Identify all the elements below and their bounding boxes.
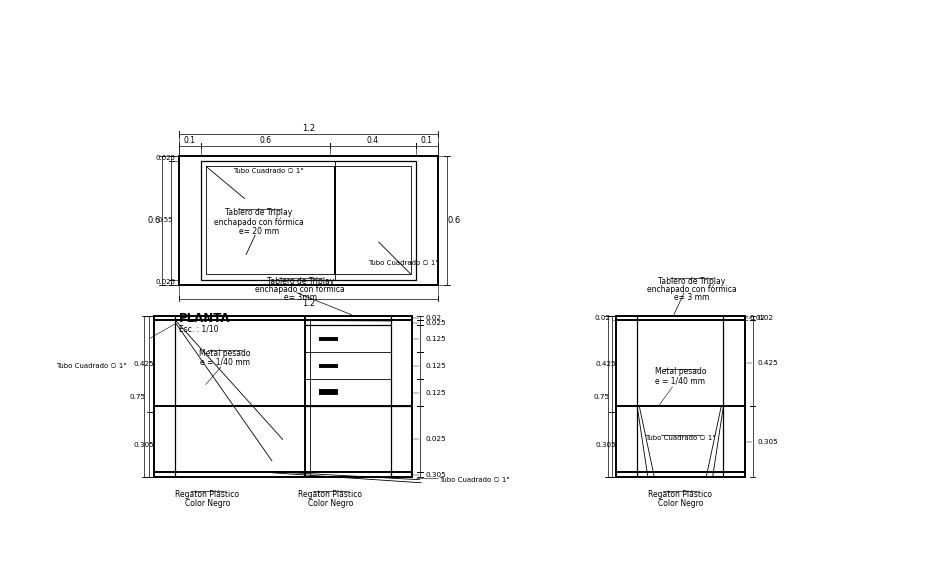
Text: Tubo Cuadrado ∅ 1": Tubo Cuadrado ∅ 1" [56, 363, 126, 369]
Text: 0.025: 0.025 [155, 279, 175, 285]
Text: 0.025: 0.025 [425, 319, 446, 326]
Text: 0.025: 0.025 [155, 155, 175, 161]
Text: e= 20 mm: e= 20 mm [239, 227, 280, 235]
Text: Regaton Plástico: Regaton Plástico [649, 490, 712, 499]
Text: Tubo Cuadrado ∅ 1": Tubo Cuadrado ∅ 1" [368, 259, 439, 266]
Text: 0.305: 0.305 [758, 439, 779, 445]
Text: 0.75: 0.75 [129, 394, 146, 399]
Text: 0.6: 0.6 [447, 215, 460, 225]
Text: enchapado con fórmica: enchapado con fórmica [255, 285, 345, 294]
Text: 0.425: 0.425 [596, 361, 617, 367]
Bar [154, 316, 413, 477]
Text: 0.02: 0.02 [594, 315, 611, 321]
Text: Color Negro: Color Negro [184, 499, 230, 508]
Text: 0.02: 0.02 [750, 315, 767, 321]
Text: 0.305: 0.305 [425, 472, 446, 478]
Text: 0.305: 0.305 [596, 442, 617, 447]
Text: 0.125: 0.125 [425, 390, 446, 396]
Text: Tubo Cuadrado ∅ 1": Tubo Cuadrado ∅ 1" [233, 168, 303, 174]
Text: e= 3 mm: e= 3 mm [674, 293, 709, 302]
Text: Color Negro: Color Negro [308, 499, 353, 508]
Text: Tablero de Triplay: Tablero de Triplay [658, 277, 726, 286]
Text: e = 1/40 mm: e = 1/40 mm [655, 377, 706, 386]
Text: e= 3mm: e= 3mm [283, 293, 317, 302]
Text: PLANTA: PLANTA [179, 312, 231, 325]
Bar [201, 161, 417, 280]
Text: 0.4: 0.4 [367, 136, 379, 145]
Text: enchapado con fórmica: enchapado con fórmica [647, 285, 737, 294]
Text: Regaton Plástico: Regaton Plástico [299, 490, 362, 499]
Text: 1.2: 1.2 [301, 124, 315, 133]
Text: 0.425: 0.425 [133, 361, 154, 367]
Text: 0.425: 0.425 [758, 360, 779, 366]
Text: 0.75: 0.75 [593, 394, 610, 399]
Text: Metal pesado: Metal pesado [654, 367, 706, 377]
Text: 0.6: 0.6 [260, 136, 271, 145]
Bar [615, 316, 745, 477]
Text: enchapado con fórmica: enchapado con fórmica [214, 217, 304, 227]
Text: 0.305: 0.305 [133, 442, 154, 447]
Text: 0.1: 0.1 [421, 136, 433, 145]
Text: Tubo Cuadrado ∅ 1": Tubo Cuadrado ∅ 1" [645, 435, 715, 442]
Text: 0.025: 0.025 [425, 436, 446, 442]
Text: Esc. : 1/10: Esc. : 1/10 [179, 325, 219, 334]
Text: 0.125: 0.125 [425, 336, 446, 342]
Bar [206, 166, 411, 274]
Text: e = 1/40 mm: e = 1/40 mm [200, 358, 250, 367]
Text: Color Negro: Color Negro [657, 499, 703, 508]
Text: 0.55: 0.55 [158, 217, 173, 223]
Text: 0.125: 0.125 [425, 363, 446, 369]
Text: 0.02: 0.02 [425, 315, 441, 321]
Text: 0.1: 0.1 [184, 136, 196, 145]
Bar [179, 155, 437, 285]
Text: Tablero de Triplay: Tablero de Triplay [225, 208, 293, 217]
Text: 0.02: 0.02 [758, 315, 774, 321]
Text: Tubo Cuadrado ∅ 1": Tubo Cuadrado ∅ 1" [439, 477, 510, 483]
Text: 1.2: 1.2 [301, 299, 315, 308]
Text: Metal pesado: Metal pesado [199, 349, 250, 357]
Text: Regaton Plástico: Regaton Plástico [176, 490, 240, 499]
Text: 0.6: 0.6 [147, 215, 161, 225]
Text: Tablero de Triplay: Tablero de Triplay [266, 277, 334, 286]
